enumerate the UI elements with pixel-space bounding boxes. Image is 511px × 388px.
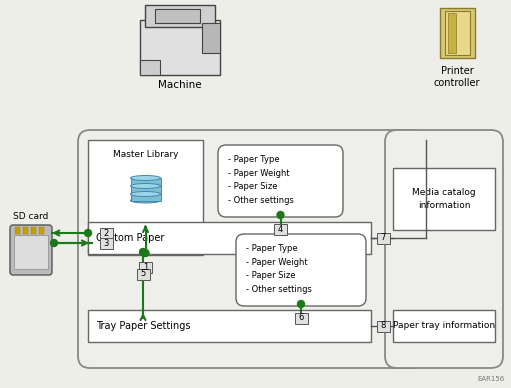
Text: 6: 6 [298,314,304,322]
Bar [136,268,150,279]
Bar [445,11,470,55]
Circle shape [277,211,284,218]
Text: SD card: SD card [13,212,49,221]
Circle shape [51,239,58,246]
Bar [377,232,389,244]
Text: Machine: Machine [158,80,202,90]
Text: 5: 5 [141,270,146,279]
Bar [15,227,20,234]
Bar [88,140,203,255]
Ellipse shape [130,192,160,196]
Bar [377,320,389,331]
Text: 3: 3 [103,239,109,248]
Ellipse shape [130,198,160,203]
Bar [393,310,495,342]
Text: 8: 8 [380,322,386,331]
Text: - Paper Type
- Paper Weight
- Paper Size
- Other settings: - Paper Type - Paper Weight - Paper Size… [228,155,294,204]
Ellipse shape [130,175,160,180]
Text: Printer
controller: Printer controller [434,66,480,88]
FancyBboxPatch shape [10,225,52,275]
FancyBboxPatch shape [78,130,426,368]
Ellipse shape [130,184,160,189]
Bar [130,178,160,185]
Circle shape [140,248,147,256]
Bar [440,8,475,58]
Bar [100,227,112,239]
Text: Paper tray information: Paper tray information [393,322,495,331]
Text: EAR156: EAR156 [478,376,505,382]
Text: Media catalog
information: Media catalog information [412,188,476,210]
Bar [294,312,308,324]
Text: 1: 1 [143,263,148,272]
Text: Master Library: Master Library [113,150,178,159]
Bar [393,168,495,230]
Circle shape [142,249,149,256]
Circle shape [84,229,91,237]
Bar [39,227,44,234]
FancyBboxPatch shape [385,130,503,368]
Circle shape [297,300,305,308]
Bar [274,223,287,234]
Bar [31,227,36,234]
Bar [88,222,371,254]
Bar [130,186,160,192]
Bar [145,5,215,27]
Bar [23,227,28,234]
Bar [14,235,48,269]
Bar [130,194,160,201]
Text: 4: 4 [278,225,283,234]
Text: 2: 2 [103,229,109,237]
Bar [155,9,200,23]
Bar [448,13,456,53]
Bar [140,60,160,75]
Bar [140,20,220,75]
Bar [88,310,371,342]
Bar [100,237,112,248]
Bar [139,262,152,272]
Bar [202,23,220,53]
Text: - Paper Type
- Paper Weight
- Paper Size
- Other settings: - Paper Type - Paper Weight - Paper Size… [246,244,312,294]
Text: 7: 7 [380,234,386,242]
Text: Custom Paper: Custom Paper [96,233,165,243]
FancyBboxPatch shape [218,145,343,217]
Text: Tray Paper Settings: Tray Paper Settings [96,321,191,331]
FancyBboxPatch shape [236,234,366,306]
